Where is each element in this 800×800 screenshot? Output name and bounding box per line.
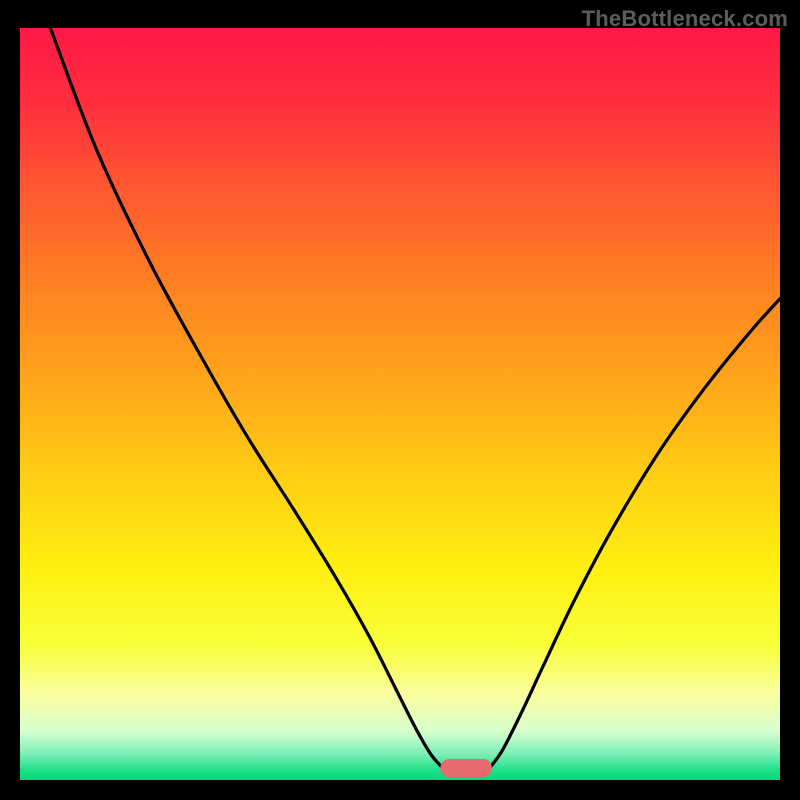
plot-background <box>20 28 780 780</box>
chart-stage: TheBottleneck.com <box>0 0 800 800</box>
optimal-marker <box>440 759 492 777</box>
bottleneck-chart-svg <box>0 0 800 800</box>
watermark-text: TheBottleneck.com <box>582 6 788 32</box>
